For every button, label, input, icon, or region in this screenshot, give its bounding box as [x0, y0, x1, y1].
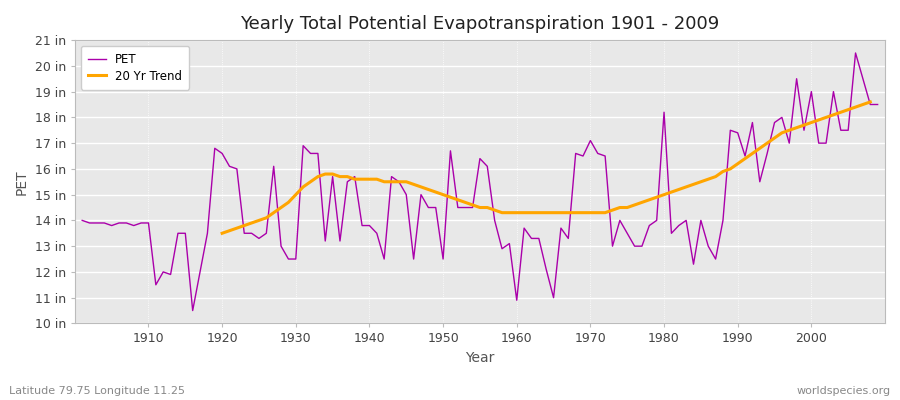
Text: worldspecies.org: worldspecies.org	[796, 386, 891, 396]
PET	[305, 151, 316, 156]
20 Yr Trend	[548, 210, 559, 215]
PET	[608, 244, 618, 248]
PET	[349, 174, 360, 179]
20 Yr Trend	[349, 177, 360, 182]
20 Yr Trend	[467, 202, 478, 207]
20 Yr Trend	[298, 184, 309, 189]
20 Yr Trend	[791, 125, 802, 130]
Line: 20 Yr Trend: 20 Yr Trend	[222, 102, 870, 233]
Y-axis label: PET: PET	[15, 169, 29, 194]
20 Yr Trend	[283, 200, 293, 205]
PET	[518, 226, 529, 230]
Legend: PET, 20 Yr Trend: PET, 20 Yr Trend	[81, 46, 189, 90]
X-axis label: Year: Year	[465, 351, 495, 365]
PET	[511, 298, 522, 303]
Title: Yearly Total Potential Evapotranspiration 1901 - 2009: Yearly Total Potential Evapotranspiratio…	[240, 15, 719, 33]
Line: PET: PET	[82, 53, 878, 310]
PET	[872, 102, 883, 107]
20 Yr Trend	[865, 100, 876, 104]
20 Yr Trend	[217, 231, 228, 236]
PET	[136, 220, 147, 225]
PET	[187, 308, 198, 313]
PET	[850, 50, 861, 55]
Text: Latitude 79.75 Longitude 11.25: Latitude 79.75 Longitude 11.25	[9, 386, 185, 396]
PET	[76, 218, 87, 223]
